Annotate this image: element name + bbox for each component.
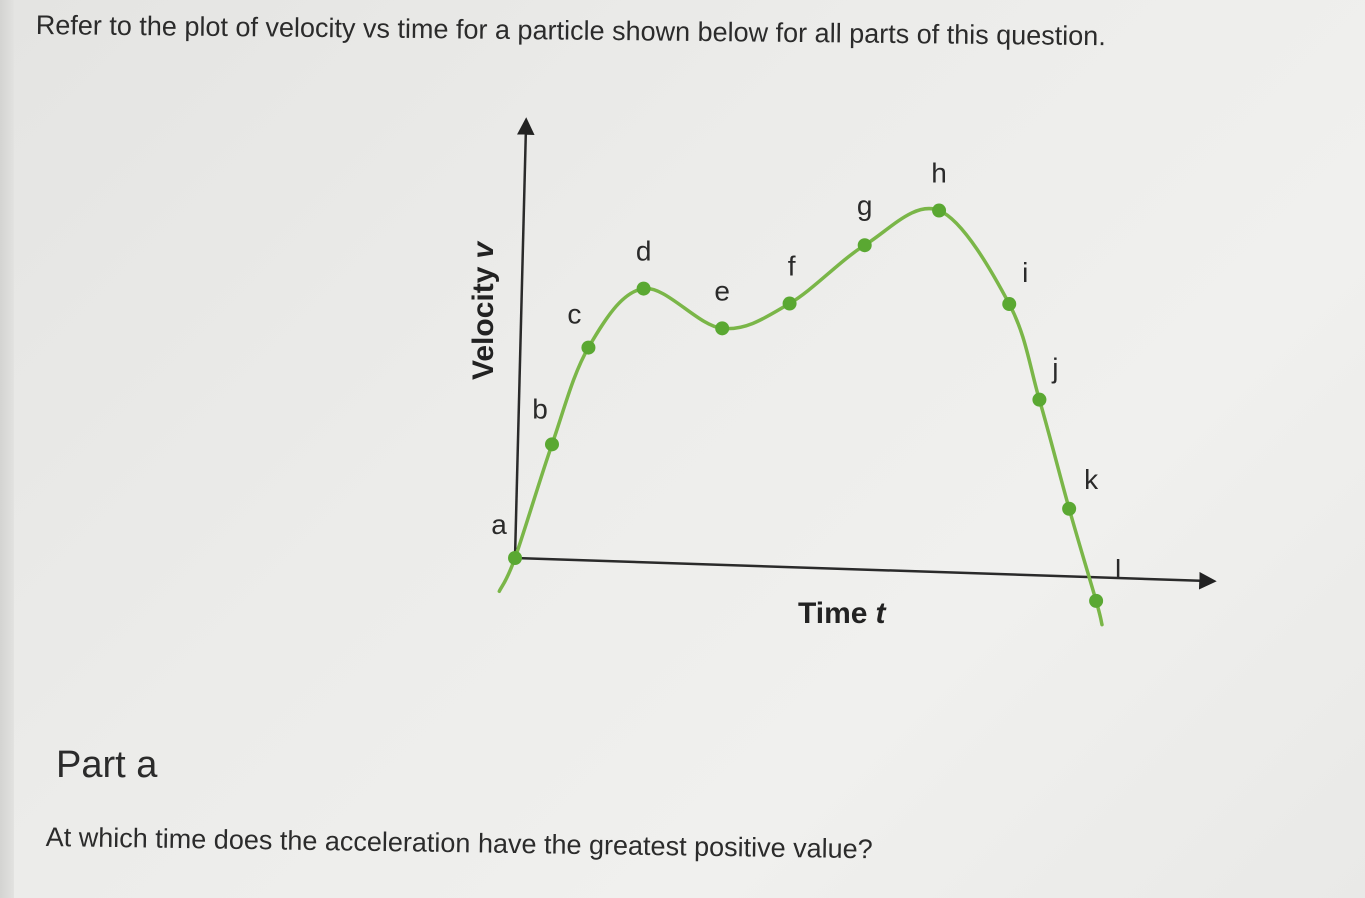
point-marker-f bbox=[782, 296, 797, 311]
point-marker-h bbox=[932, 203, 947, 218]
x-axis-variable: t bbox=[875, 597, 887, 630]
y-axis bbox=[513, 117, 535, 559]
point-label-h: h bbox=[931, 158, 947, 189]
velocity-curve bbox=[497, 206, 1104, 627]
point-label-a: a bbox=[491, 509, 507, 540]
point-label-l: l bbox=[1115, 554, 1121, 585]
point-marker-e bbox=[715, 321, 730, 336]
point-label-e: e bbox=[714, 275, 730, 306]
point-label-b: b bbox=[532, 393, 548, 424]
x-axis-label: Time bbox=[798, 597, 867, 630]
point-label-g: g bbox=[857, 190, 873, 221]
point-label-i: i bbox=[1022, 257, 1028, 288]
point-marker-k bbox=[1062, 501, 1077, 516]
point-label-j: j bbox=[1051, 353, 1058, 384]
part-title: Part a bbox=[56, 744, 158, 786]
point-marker-d bbox=[636, 281, 651, 296]
x-axis-title: Time t bbox=[798, 597, 887, 630]
y-axis-label: Velocity bbox=[467, 266, 500, 380]
point-marker-a bbox=[508, 551, 522, 565]
point-marker-l bbox=[1089, 593, 1104, 608]
x-axis bbox=[514, 556, 1217, 590]
point-label-f: f bbox=[788, 251, 796, 282]
point-marker-b bbox=[544, 437, 559, 452]
y-axis-title: Velocity v bbox=[467, 240, 500, 380]
point-marker-g bbox=[857, 238, 872, 253]
point-label-c: c bbox=[567, 299, 581, 330]
point-label-d: d bbox=[636, 236, 652, 267]
y-axis-variable: v bbox=[467, 240, 500, 259]
point-label-k: k bbox=[1084, 464, 1099, 495]
point-marker-i bbox=[1002, 297, 1017, 312]
point-marker-j bbox=[1032, 392, 1047, 407]
page-edge bbox=[0, 0, 14, 898]
point-marker-c bbox=[581, 340, 596, 355]
cut-off-text bbox=[40, 884, 140, 898]
